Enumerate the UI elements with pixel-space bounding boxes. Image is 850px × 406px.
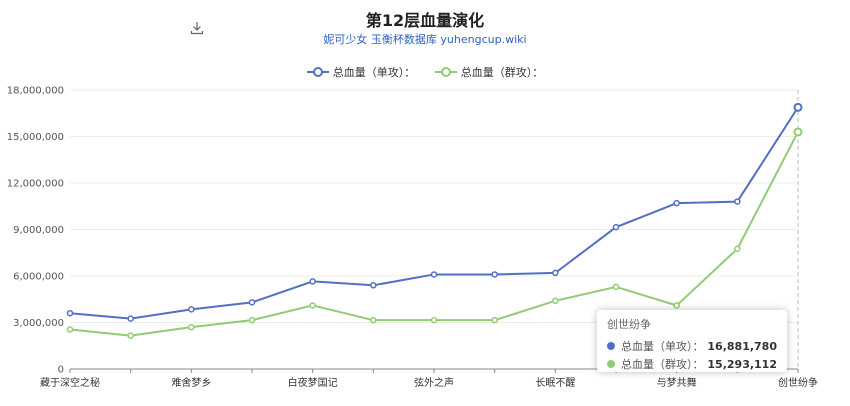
data-point-single (127, 315, 134, 322)
data-point-group (793, 127, 803, 137)
series-line-single (69, 106, 799, 320)
x-tick-label: 长眠不醒 (535, 377, 575, 389)
data-point-single (673, 199, 680, 207)
tooltip-value-group: 15,293,112 (707, 357, 777, 371)
data-point-group (491, 316, 498, 324)
data-point-single (430, 271, 438, 278)
data-point-group (552, 297, 559, 305)
legend-label-group: 总血量（群攻）： (460, 66, 544, 79)
x-tick-label: 创世纷争 (778, 376, 818, 389)
legend-marker-single (306, 66, 329, 78)
data-point-group (673, 302, 680, 309)
tooltip-row-single: 总血量（单攻）： 16,881,780 (607, 337, 777, 355)
x-tick-label: 藏于深空之秘 (40, 376, 100, 389)
tooltip-dot-group (607, 360, 615, 368)
download-icon[interactable] (190, 20, 204, 35)
series-line-group (69, 131, 799, 337)
data-point-group (734, 245, 741, 253)
chart-title: 第12层血量演化 (365, 11, 485, 30)
tooltip-row-group: 总血量（群攻）： 15,293,112 (607, 355, 777, 373)
legend-marker-group (434, 66, 457, 78)
x-tick-label: 弦外之声 (414, 376, 454, 389)
data-point-group (612, 283, 620, 291)
x-tick-label: 与梦共舞 (657, 377, 697, 389)
data-point-single (491, 271, 498, 278)
tooltip-value-single: 16,881,780 (707, 339, 777, 353)
data-point-single (309, 278, 316, 285)
chart-legend: 总血量（单攻）： 总血量（群攻）： (0, 64, 850, 81)
legend-label-single: 总血量（单攻）： (332, 66, 416, 79)
y-tick-label: 18,000,000 (7, 86, 64, 97)
tooltip: 创世纷争 总血量（单攻）： 16,881,780 总血量（群攻）： 15,293… (597, 310, 787, 372)
y-tick-label: 6,000,000 (13, 272, 64, 283)
tooltip-name-single: 总血量（单攻）： (621, 340, 704, 353)
y-tick-label: 15,000,000 (7, 132, 64, 143)
data-point-single (552, 269, 559, 277)
data-point-group (188, 323, 195, 331)
tooltip-dot-single (607, 342, 615, 350)
data-point-single (793, 102, 803, 112)
x-tick-label: 白夜梦国记 (288, 376, 338, 389)
data-point-group (370, 316, 377, 324)
y-tick-label: 3,000,000 (13, 318, 64, 329)
x-tick-label: 难舍梦乡 (171, 376, 211, 389)
legend-item-single[interactable]: 总血量（单攻）： (306, 64, 416, 80)
data-point-single (188, 306, 195, 313)
data-point-group (430, 316, 438, 324)
tooltip-title: 创世纷争 (607, 318, 651, 331)
data-point-single (248, 299, 256, 306)
data-point-single (66, 309, 74, 317)
legend-item-group[interactable]: 总血量（群攻）： (434, 64, 544, 80)
y-tick-label: 12,000,000 (7, 179, 64, 190)
data-point-single (612, 223, 620, 231)
data-point-group (66, 326, 74, 333)
data-point-group (309, 302, 316, 309)
y-tick-label: 0 (58, 365, 64, 376)
data-point-single (734, 198, 741, 205)
data-point-single (370, 282, 377, 289)
y-tick-label: 9,000,000 (13, 225, 64, 236)
chart-subtitle-link[interactable]: 妮可少女 玉衡杯数据库 yuhengcup.wiki (323, 33, 527, 46)
tooltip-name-group: 总血量（群攻）： (621, 358, 704, 371)
data-point-group (127, 332, 134, 339)
data-point-group (248, 316, 256, 324)
